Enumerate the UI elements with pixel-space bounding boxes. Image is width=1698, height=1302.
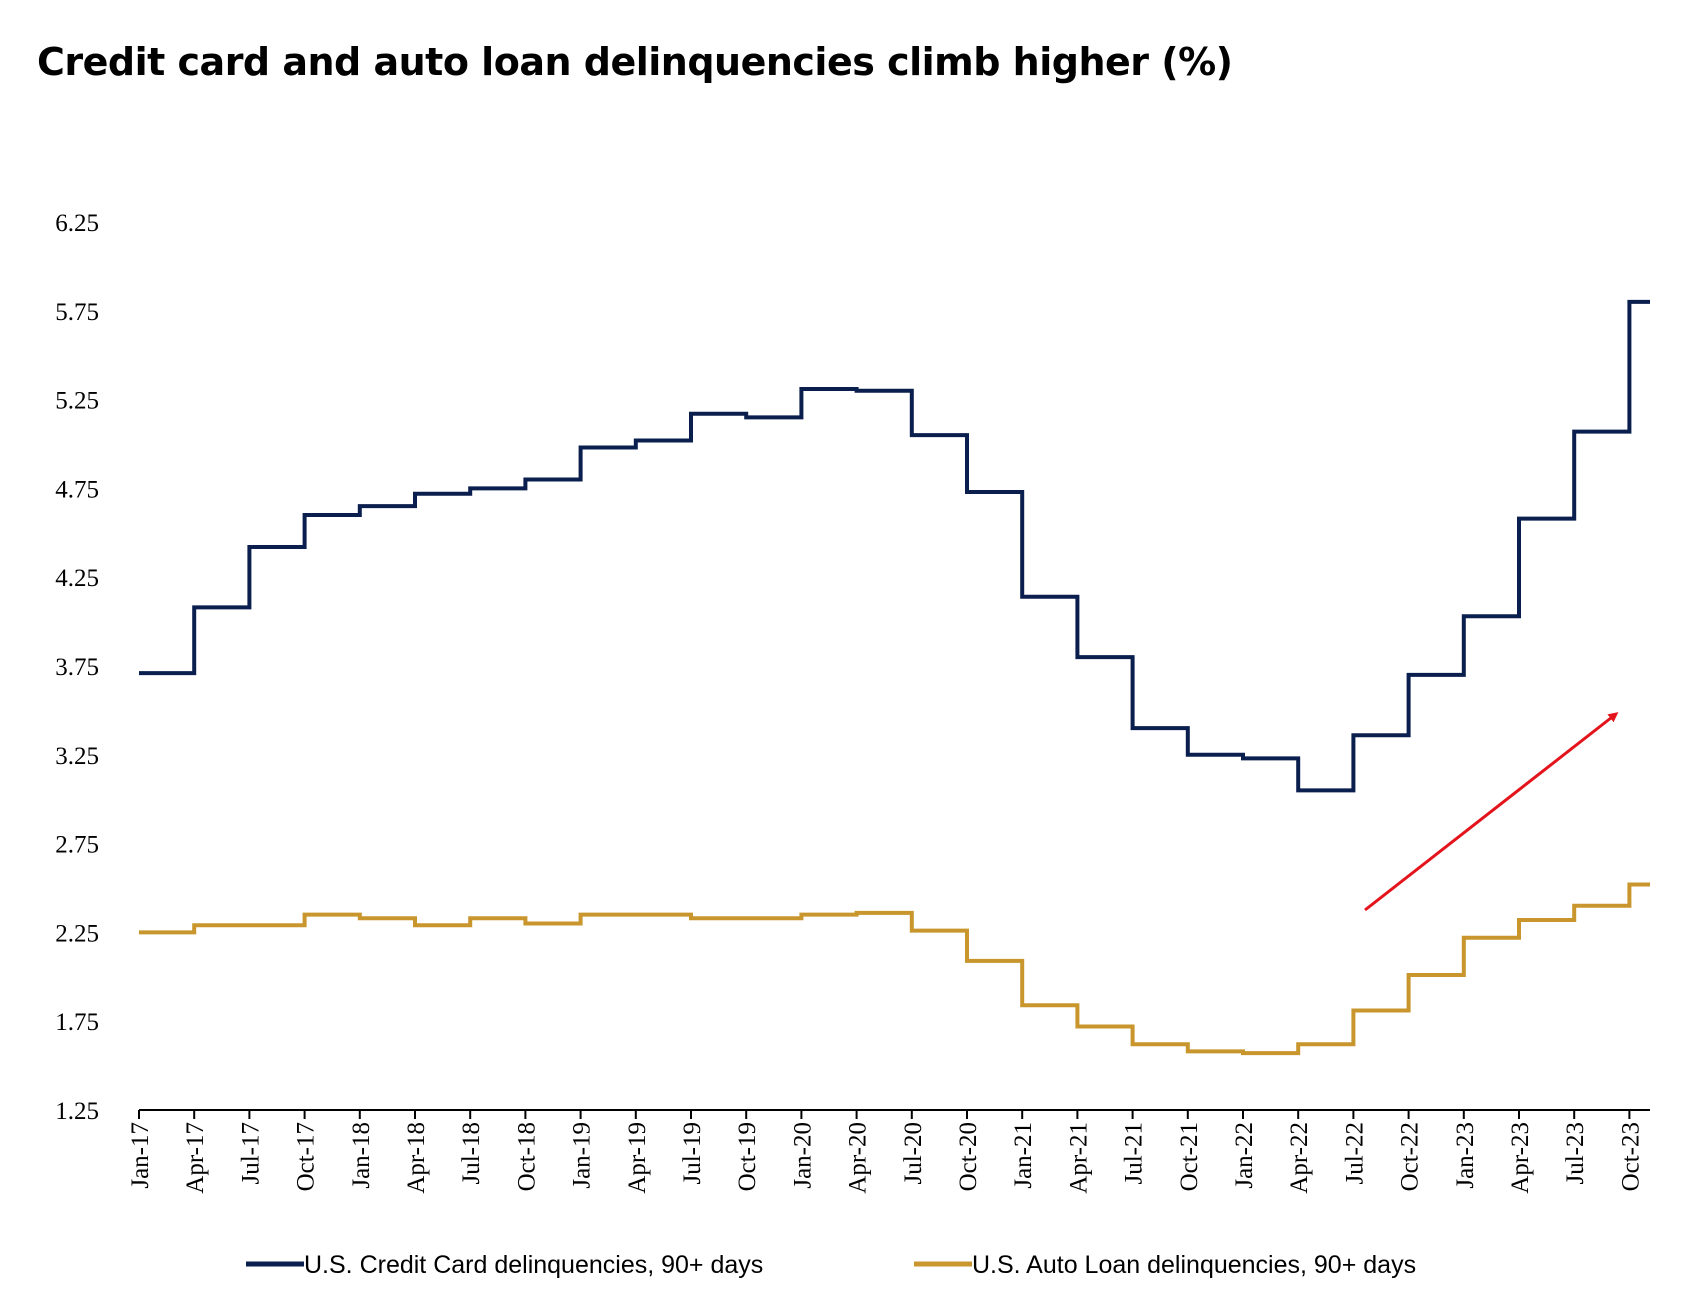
x-tick-label: Apr-23 <box>1507 1122 1534 1194</box>
x-tick-label: Jul-18 <box>458 1122 485 1185</box>
x-tick-label: Apr-18 <box>403 1122 430 1194</box>
y-tick-label: 3.25 <box>55 743 99 770</box>
y-tick-label: 4.25 <box>55 565 99 592</box>
y-tick-label: 1.75 <box>55 1009 99 1036</box>
x-tick-label: Jan-23 <box>1452 1122 1479 1189</box>
x-tick-label: Jan-22 <box>1231 1122 1258 1189</box>
y-tick-label: 5.75 <box>55 299 99 326</box>
series-layer <box>139 299 1650 1056</box>
y-tick-label: 4.75 <box>55 476 99 503</box>
chart-title: Credit card and auto loan delinquencies … <box>37 40 1233 84</box>
x-tick-label: Jul-20 <box>900 1122 927 1185</box>
x-tick-label: Oct-19 <box>734 1122 761 1191</box>
legend-label: U.S. Auto Loan delinquencies, 90+ days <box>972 1251 1416 1279</box>
x-tick-label: Apr-20 <box>845 1122 872 1194</box>
y-tick-label: 3.75 <box>55 654 99 681</box>
x-tick-label: Oct-17 <box>293 1122 320 1191</box>
x-tick-label: Oct-23 <box>1617 1122 1644 1191</box>
x-tick-label: Jul-17 <box>237 1122 264 1185</box>
y-axis-ticks: 1.25 1.75 2.25 2.75 3.25 3.75 4.25 4.75 5.25 5.75… <box>55 210 99 1125</box>
x-tick-label: Jul-22 <box>1341 1122 1368 1185</box>
y-tick-label: 5.25 <box>55 388 99 415</box>
x-tick-label: Jul-21 <box>1121 1122 1148 1185</box>
x-tick-label: Jul-23 <box>1562 1122 1589 1185</box>
series-line-credit-card <box>139 299 1650 793</box>
x-tick-label: Apr-19 <box>624 1122 651 1194</box>
x-tick-label: Apr-22 <box>1286 1122 1313 1194</box>
x-tick-label: Jan-17 <box>127 1122 154 1189</box>
x-tick-label: Oct-18 <box>513 1122 540 1191</box>
x-tick-label: Jan-21 <box>1010 1122 1037 1189</box>
x-tick-label: Apr-21 <box>1065 1122 1092 1194</box>
x-tick-label: Jan-20 <box>789 1122 816 1189</box>
legend: U.S. Credit Card delinquencies, 90+ days… <box>246 1251 1416 1279</box>
x-tick-label: Jan-18 <box>348 1122 375 1189</box>
x-tick-label: Oct-20 <box>955 1122 982 1191</box>
y-tick-label: 1.25 <box>55 1098 99 1125</box>
y-tick-label: 6.25 <box>55 210 99 237</box>
y-tick-label: 2.25 <box>55 920 99 947</box>
x-tick-label: Jul-19 <box>679 1122 706 1185</box>
series-line-auto-loan <box>139 882 1650 1056</box>
x-axis: Jan-17 Apr-17 Jul-17 Oct-17 Jan-18 Apr-18 Jul-… <box>127 1109 1650 1194</box>
x-tick-label: Jan-19 <box>569 1122 596 1189</box>
x-tick-label: Oct-21 <box>1176 1122 1203 1191</box>
y-tick-label: 2.75 <box>55 832 99 859</box>
x-tick-label: Oct-22 <box>1397 1122 1424 1191</box>
trend-arrow <box>1364 712 1619 912</box>
x-tick-label: Apr-17 <box>182 1122 209 1194</box>
legend-label: U.S. Credit Card delinquencies, 90+ days <box>304 1251 763 1279</box>
